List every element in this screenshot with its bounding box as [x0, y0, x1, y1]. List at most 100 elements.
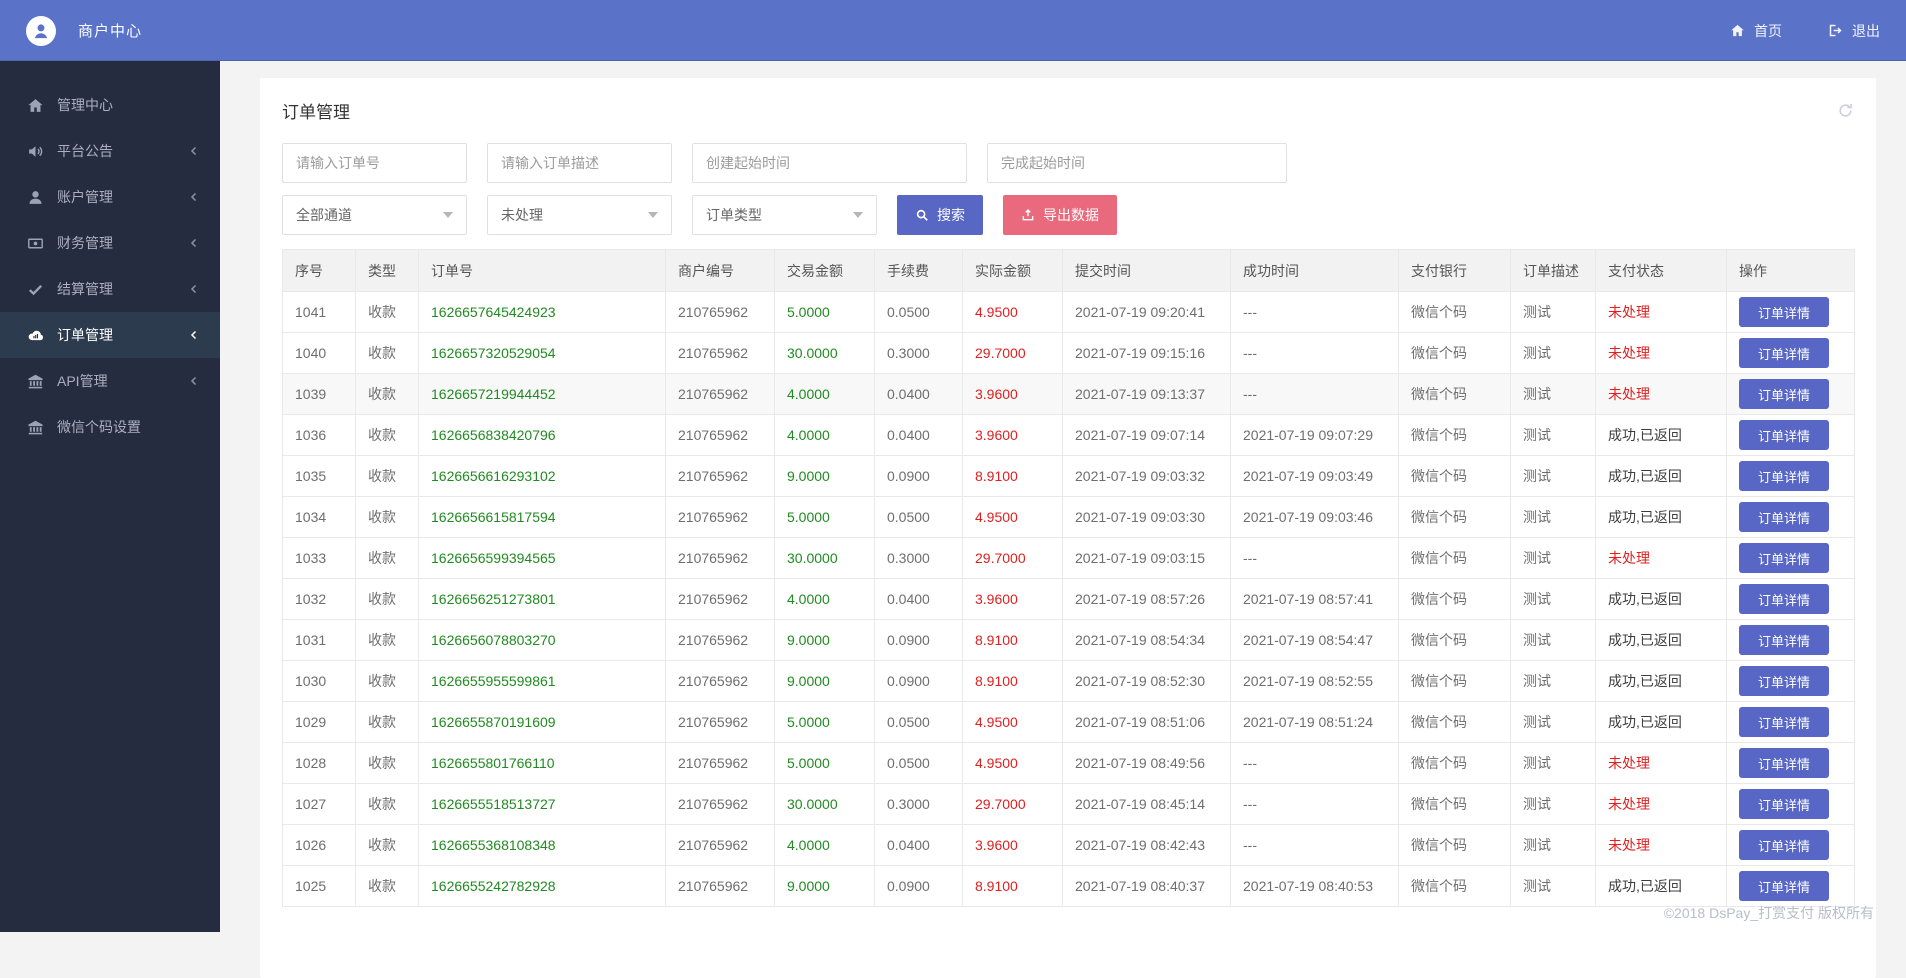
sidebar-item-订单管理[interactable]: 订单管理	[0, 312, 220, 358]
table-header-row: 序号 类型 订单号 商户编号 交易金额 手续费 实际金额 提交时间 成功时间 支付银行 订单描述 支付…	[282, 249, 1855, 292]
table-row: 1026 收款 1626655368108348 210765962 4.000…	[282, 824, 1855, 866]
table-row: 1034 收款 1626656615817594 210765962 5.000…	[282, 496, 1855, 538]
order-detail-button[interactable]: 订单详情	[1739, 420, 1829, 450]
cell-pay-bank: 微信个码	[1398, 660, 1511, 702]
bank-icon	[27, 373, 44, 390]
cell-actual-amount: 3.9600	[962, 824, 1063, 866]
cell-seq: 1041	[282, 291, 356, 333]
order-detail-button[interactable]: 订单详情	[1739, 625, 1829, 655]
logout-link[interactable]: 退出	[1828, 21, 1880, 41]
cell-pay-bank: 微信个码	[1398, 783, 1511, 825]
column-header: 交易金额	[774, 249, 875, 292]
export-button[interactable]: 导出数据	[1003, 195, 1117, 235]
cell-amount: 9.0000	[774, 865, 875, 907]
cell-fee: 0.0900	[874, 619, 963, 661]
cell-actual-amount: 29.7000	[962, 537, 1063, 579]
cell-order-no: 1626657219944452	[418, 373, 666, 415]
cell-pay-status: 成功,已返回	[1595, 660, 1727, 702]
cell-order-desc: 测试	[1510, 414, 1596, 456]
cell-type: 收款	[355, 824, 419, 866]
order-detail-button[interactable]: 订单详情	[1739, 707, 1829, 737]
cell-type: 收款	[355, 701, 419, 743]
cell-type: 收款	[355, 332, 419, 374]
order-detail-button[interactable]: 订单详情	[1739, 830, 1829, 860]
order-detail-button[interactable]: 订单详情	[1739, 789, 1829, 819]
cell-order-desc: 测试	[1510, 373, 1596, 415]
order-detail-button[interactable]: 订单详情	[1739, 297, 1829, 327]
cell-submit-time: 2021-07-19 08:54:34	[1062, 619, 1231, 661]
order-detail-button[interactable]: 订单详情	[1739, 584, 1829, 614]
channel-select[interactable]: 全部通道	[282, 195, 467, 235]
cell-success-time: 2021-07-19 08:57:41	[1230, 578, 1399, 620]
sidebar-item-结算管理[interactable]: 结算管理	[0, 266, 220, 312]
cell-type: 收款	[355, 291, 419, 333]
cell-actual-amount: 4.9500	[962, 496, 1063, 538]
column-header: 实际金额	[962, 249, 1063, 292]
cell-pay-status: 未处理	[1595, 373, 1727, 415]
order-detail-button[interactable]: 订单详情	[1739, 461, 1829, 491]
cell-order-desc: 测试	[1510, 824, 1596, 866]
filter-bar: 全部通道 未处理 订单类型 搜索	[282, 143, 1854, 235]
sidebar-item-账户管理[interactable]: 账户管理	[0, 174, 220, 220]
cell-merchant-no: 210765962	[665, 824, 775, 866]
create-time-input[interactable]	[692, 143, 967, 183]
sidebar-item-微信个码设置[interactable]: 微信个码设置	[0, 404, 220, 450]
table-row: 1025 收款 1626655242782928 210765962 9.000…	[282, 865, 1855, 907]
sidebar-item-财务管理[interactable]: 财务管理	[0, 220, 220, 266]
search-button[interactable]: 搜索	[897, 195, 983, 235]
cell-amount: 5.0000	[774, 701, 875, 743]
order-detail-button[interactable]: 订单详情	[1739, 666, 1829, 696]
cell-submit-time: 2021-07-19 09:03:32	[1062, 455, 1231, 497]
cell-fee: 0.0900	[874, 455, 963, 497]
order-detail-button[interactable]: 订单详情	[1739, 543, 1829, 573]
table-row: 1032 收款 1626656251273801 210765962 4.000…	[282, 578, 1855, 620]
cell-pay-status: 成功,已返回	[1595, 865, 1727, 907]
cell-pay-bank: 微信个码	[1398, 537, 1511, 579]
copyright-footer: ©2018 DsPay_打赏支付 版权所有	[1663, 905, 1874, 921]
refresh-icon[interactable]	[1837, 102, 1854, 119]
order-desc-input[interactable]	[487, 143, 672, 183]
cell-pay-status: 未处理	[1595, 291, 1727, 333]
cell-order-desc: 测试	[1510, 619, 1596, 661]
finish-time-input[interactable]	[987, 143, 1287, 183]
cell-seq: 1040	[282, 332, 356, 374]
cell-pay-status: 未处理	[1595, 824, 1727, 866]
table-row: 1035 收款 1626656616293102 210765962 9.000…	[282, 455, 1855, 497]
cell-submit-time: 2021-07-19 08:57:26	[1062, 578, 1231, 620]
caret-down-icon	[443, 212, 453, 218]
column-header: 类型	[355, 249, 419, 292]
cell-success-time: 2021-07-19 08:52:55	[1230, 660, 1399, 702]
order-detail-button[interactable]: 订单详情	[1739, 871, 1829, 901]
cell-pay-status: 未处理	[1595, 332, 1727, 374]
sidebar: 管理中心 平台公告 账户管理 财务管理 结算管理 订单管理	[0, 61, 220, 932]
sidebar-menu: 管理中心 平台公告 账户管理 财务管理 结算管理 订单管理	[0, 82, 220, 450]
cell-success-time: 2021-07-19 09:03:49	[1230, 455, 1399, 497]
chevron-left-icon	[188, 145, 200, 157]
sidebar-item-API管理[interactable]: API管理	[0, 358, 220, 404]
cell-type: 收款	[355, 783, 419, 825]
cell-submit-time: 2021-07-19 08:40:37	[1062, 865, 1231, 907]
cloud-icon	[27, 327, 44, 344]
table-row: 1036 收款 1626656838420796 210765962 4.000…	[282, 414, 1855, 456]
cell-amount: 5.0000	[774, 742, 875, 784]
brand-title: 商户中心	[78, 23, 143, 40]
order-detail-button[interactable]: 订单详情	[1739, 379, 1829, 409]
cell-pay-bank: 微信个码	[1398, 865, 1511, 907]
sidebar-item-管理中心[interactable]: 管理中心	[0, 82, 220, 128]
cell-merchant-no: 210765962	[665, 578, 775, 620]
status-select[interactable]: 未处理	[487, 195, 672, 235]
order-detail-button[interactable]: 订单详情	[1739, 748, 1829, 778]
order-type-select[interactable]: 订单类型	[692, 195, 877, 235]
cell-order-no: 1626655368108348	[418, 824, 666, 866]
home-link[interactable]: 首页	[1730, 21, 1782, 41]
order-no-input[interactable]	[282, 143, 467, 183]
cell-pay-bank: 微信个码	[1398, 455, 1511, 497]
cell-fee: 0.0500	[874, 742, 963, 784]
order-detail-button[interactable]: 订单详情	[1739, 338, 1829, 368]
cell-success-time: 2021-07-19 08:51:24	[1230, 701, 1399, 743]
cell-pay-bank: 微信个码	[1398, 824, 1511, 866]
cell-amount: 4.0000	[774, 414, 875, 456]
cell-order-desc: 测试	[1510, 865, 1596, 907]
sidebar-item-平台公告[interactable]: 平台公告	[0, 128, 220, 174]
order-detail-button[interactable]: 订单详情	[1739, 502, 1829, 532]
